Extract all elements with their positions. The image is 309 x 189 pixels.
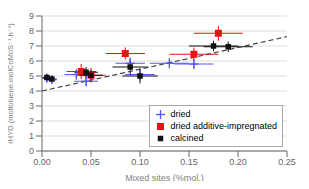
html-text:dried: dried (170, 109, 191, 119)
svg-text:0.25: 0.25 (278, 157, 296, 167)
svg-text:0.05: 0.05 (82, 157, 100, 167)
svg-text:0.20: 0.20 (229, 157, 247, 167)
svg-text:8: 8 (29, 26, 34, 36)
svg-text:Mixed sites (%mol.): Mixed sites (%mol.) (125, 173, 204, 181)
html-text:calcined: calcined (170, 133, 204, 143)
svg-text:6: 6 (29, 56, 34, 66)
svg-text:1: 1 (29, 131, 34, 141)
html-text:dried additive-impregnated: dried additive-impregnated (170, 121, 277, 131)
svg-text:0.15: 0.15 (180, 157, 198, 167)
svg-text:0.00: 0.00 (33, 157, 51, 167)
svg-text:7: 7 (29, 41, 34, 51)
svg-text:5: 5 (29, 71, 34, 81)
svg-text:9: 9 (29, 11, 34, 21)
svg-text:3: 3 (29, 101, 34, 111)
svg-text:0.10: 0.10 (131, 157, 149, 167)
svg-text:rHYD (moltoluene.molCoMoS⁻¹.h⁻: rHYD (moltoluene.molCoMoS⁻¹.h⁻¹) (8, 23, 15, 144)
svg-text:2: 2 (29, 116, 34, 126)
svg-text:0: 0 (29, 146, 34, 156)
svg-text:4: 4 (29, 86, 34, 96)
